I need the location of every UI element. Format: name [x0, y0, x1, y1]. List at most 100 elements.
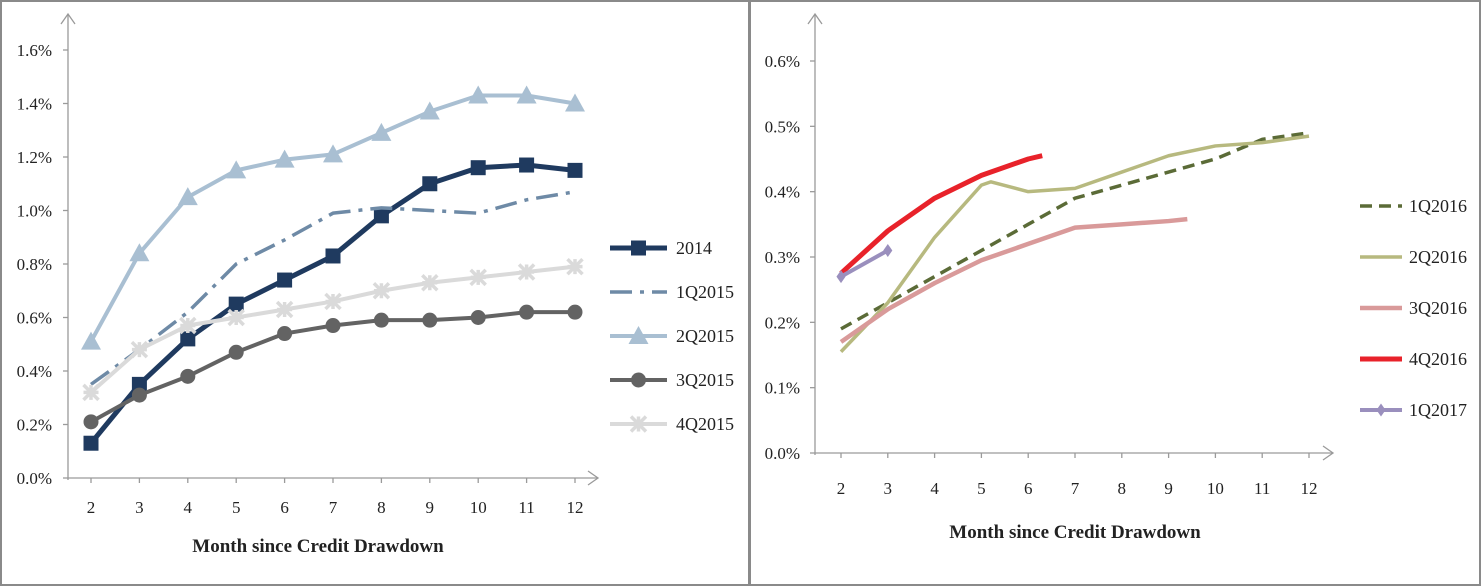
data-point-2Q2015: [177, 187, 198, 206]
x-tick-label: 6: [1024, 479, 1033, 498]
data-point-1Q2017: [836, 270, 846, 284]
x-tick-label: 8: [377, 498, 386, 517]
data-point-3Q2015: [228, 344, 244, 360]
data-point-3Q2015: [373, 312, 389, 328]
data-point-3Q2015: [131, 387, 147, 403]
x-axis-title: Month since Credit Drawdown: [192, 536, 444, 557]
x-tick-label: 5: [232, 498, 241, 517]
series-3Q2016: [839, 216, 1188, 344]
x-tick-label: 7: [329, 498, 338, 517]
y-axis-arrow: [60, 12, 76, 25]
y-tick-label: 0.4%: [17, 362, 52, 381]
y-tick-label: 0.3%: [765, 248, 800, 267]
data-point-3Q2015: [519, 304, 535, 320]
y-tick-label: 0.1%: [765, 379, 800, 398]
series-1Q2015: [89, 190, 576, 386]
chart-panel-1: 0.0% 0.2% 0.4% 0.6% 0.8% 1.0% 1.2% 1.4% 1.6% 2 3 4 5…: [17, 12, 734, 557]
legend-marker-4Q2015: [629, 415, 648, 433]
series-3Q2015: [83, 304, 583, 430]
legend-item-4Q2015: 4Q2015: [610, 414, 734, 434]
legend-item-4Q2016: 4Q2016: [1360, 349, 1467, 369]
data-point-4Q2015: [82, 383, 100, 402]
data-point-2Q2015: [371, 122, 392, 141]
series-2014: [83, 157, 583, 451]
legend-label: 3Q2015: [676, 370, 734, 390]
data-point-2014: [373, 208, 389, 224]
data-point-4Q2015: [275, 300, 294, 319]
legend-label: 3Q2016: [1409, 298, 1467, 318]
y-tick-label: 1.2%: [17, 148, 52, 167]
data-point-2Q2015: [419, 101, 440, 120]
legend-item-1Q2016: 1Q2016: [1360, 196, 1467, 216]
x-tick-label: 4: [930, 479, 939, 498]
series-1Q2017: [836, 243, 893, 284]
data-point-2Q2015: [468, 85, 489, 104]
x-axis-arrow: [587, 470, 600, 486]
data-point-3Q2015: [180, 368, 196, 384]
x-tick-label: 2: [87, 498, 96, 517]
legend-item-3Q2015: 3Q2015: [610, 370, 734, 390]
legend-label: 2Q2016: [1409, 247, 1467, 267]
x-axis-arrow: [1322, 445, 1335, 461]
x-tick-label: 11: [1254, 479, 1270, 498]
data-point-4Q2015: [517, 263, 536, 281]
panel-divider: [748, 0, 751, 586]
data-point-3Q2015: [83, 414, 99, 430]
y-tick-label: 0.6%: [765, 52, 800, 71]
y-tick-label: 0.4%: [765, 183, 800, 202]
data-point-4Q2015: [469, 268, 487, 287]
series-line-1Q2015: [89, 190, 576, 386]
data-point-2014: [83, 435, 99, 451]
data-point-3Q2015: [277, 326, 293, 342]
data-point-2Q2015: [81, 331, 101, 350]
legend-label: 1Q2017: [1409, 400, 1467, 420]
x-tick-label: 4: [184, 498, 193, 517]
legend-item-2Q2016: 2Q2016: [1360, 247, 1467, 267]
legend-label: 4Q2015: [676, 414, 734, 434]
x-tick-label: 7: [1071, 479, 1080, 498]
series-line-3Q2016: [839, 216, 1188, 344]
y-tick-label: 1.4%: [17, 95, 52, 114]
data-point-4Q2015: [227, 308, 245, 327]
x-tick-label: 12: [1301, 479, 1318, 498]
data-point-3Q2015: [422, 312, 438, 328]
x-axis-title: Month since Credit Drawdown: [949, 522, 1201, 543]
y-tick-label: 0.0%: [765, 444, 800, 463]
legend-marker-2014: [631, 240, 646, 256]
x-tick-label: 2: [837, 479, 846, 498]
data-point-4Q2015: [179, 316, 197, 335]
y-tick-label: 1.0%: [17, 202, 52, 221]
x-tick-label: 3: [884, 479, 893, 498]
x-tick-label: 9: [426, 498, 435, 517]
data-point-3Q2015: [567, 304, 583, 320]
y-tick-label: 0.2%: [17, 416, 52, 435]
data-point-2Q2015: [226, 160, 247, 179]
data-point-2Q2015: [274, 149, 295, 168]
legend-label: 2Q2015: [676, 326, 734, 346]
legend-item-2014: 2014: [610, 238, 712, 258]
data-point-2Q2015: [129, 243, 150, 262]
x-tick-label: 9: [1164, 479, 1173, 498]
chart-panel-2: 0.0% 0.1% 0.2% 0.3% 0.4% 0.5% 0.6% 2 3 4 5 6 7 8 9 10 11…: [765, 12, 1467, 543]
series-line-1Q2016: [840, 131, 1310, 331]
x-tick-label: 5: [977, 479, 986, 498]
data-point-2014: [277, 272, 293, 288]
legend-label: 2014: [676, 238, 712, 258]
data-point-2014: [567, 162, 583, 178]
data-point-4Q2015: [324, 292, 342, 311]
x-tick-label: 6: [280, 498, 289, 517]
data-point-2014: [470, 160, 486, 176]
series-1Q2016: [840, 131, 1310, 331]
series-line-2Q2016: [839, 134, 1310, 353]
y-tick-label: 1.6%: [17, 41, 52, 60]
data-point-4Q2015: [130, 340, 149, 359]
data-point-4Q2015: [566, 257, 584, 276]
data-point-4Q2015: [421, 273, 439, 292]
legend-label: 4Q2016: [1409, 349, 1467, 369]
data-point-2014: [228, 296, 244, 312]
series-line-1Q2017: [840, 248, 889, 279]
series-line-4Q2016: [839, 153, 1043, 276]
x-tick-label: 10: [1207, 479, 1224, 498]
y-tick-label: 0.5%: [765, 117, 800, 136]
